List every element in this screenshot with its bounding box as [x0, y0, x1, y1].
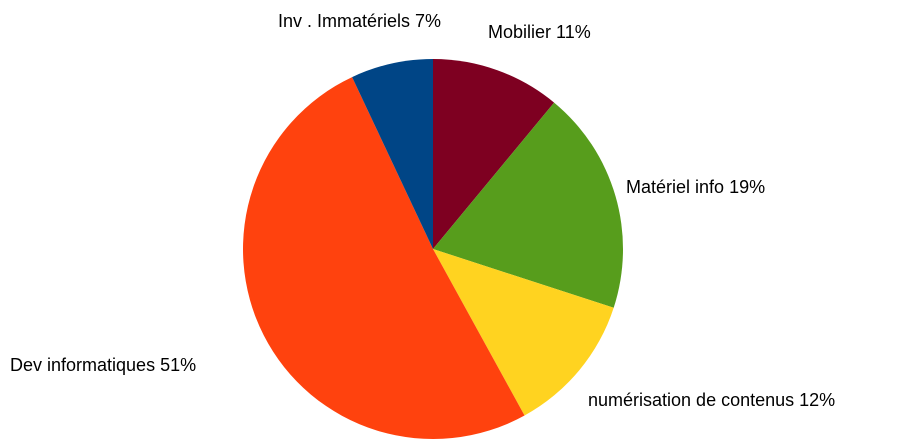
slice-category: numérisation de contenus: [588, 390, 794, 410]
slice-category: Matériel info: [626, 177, 724, 197]
slice-value: 19%: [729, 177, 765, 197]
slice-value: 12%: [799, 390, 835, 410]
pie-slice: [433, 102, 623, 308]
slice-label: numérisation de contenus 12%: [588, 390, 835, 410]
slice-label: Inv . Immatériels 7%: [278, 11, 441, 31]
slice-category: Mobilier: [488, 22, 551, 42]
slice-value: 51%: [160, 355, 196, 375]
slice-label: Dev informatiques 51%: [10, 355, 196, 375]
slice-label: Matériel info 19%: [626, 177, 765, 197]
slice-category: Inv . Immatériels: [278, 11, 410, 31]
slice-category: Dev informatiques: [10, 355, 155, 375]
slice-label: Mobilier 11%: [488, 22, 591, 42]
pie-slice: [243, 77, 525, 439]
pie-slice: [433, 249, 614, 416]
pie-slice: [433, 59, 555, 249]
slice-value: 7%: [415, 11, 441, 31]
pie-slice: [352, 59, 433, 249]
slice-value: 11%: [556, 22, 591, 42]
